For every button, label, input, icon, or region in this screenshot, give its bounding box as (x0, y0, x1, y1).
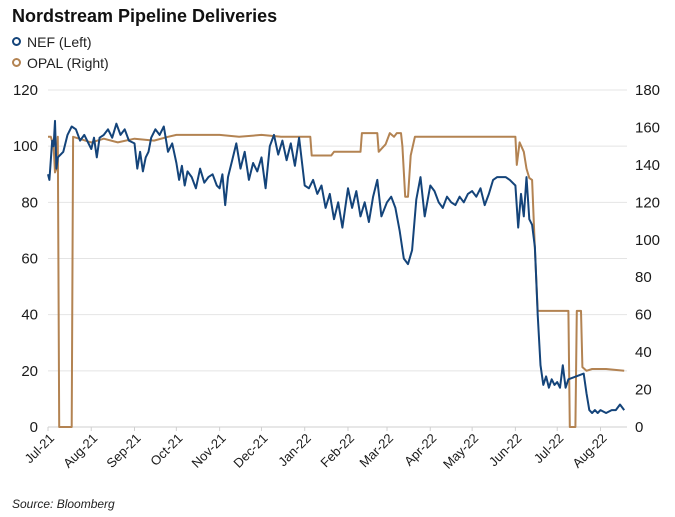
y-left-tick-label: 80 (21, 194, 38, 211)
series-line-nef (47, 119, 626, 414)
legend-item-opal: OPAL (Right) (12, 52, 109, 73)
series-line-opal (48, 132, 625, 428)
x-tick-label: Dec-21 (230, 431, 270, 471)
x-tick-label: Nov-21 (188, 431, 228, 471)
y-right-tick-label: 180 (635, 82, 660, 99)
x-tick-label: Oct-21 (147, 431, 185, 469)
y-right-tick-label: 100 (635, 232, 660, 249)
y-right-tick-label: 60 (635, 307, 652, 324)
y-right-tick-label: 160 (635, 119, 660, 136)
y-left-tick-label: 20 (21, 363, 38, 380)
y-right-tick-label: 120 (635, 194, 660, 211)
x-tick-label: Jan-22 (275, 431, 314, 470)
x-tick-label: Jul-22 (531, 431, 567, 467)
legend-marker-nef-icon (12, 37, 21, 46)
x-tick-label: May-22 (440, 431, 481, 472)
legend: NEF (Left) OPAL (Right) (12, 31, 109, 73)
legend-marker-opal-icon (12, 58, 21, 67)
legend-label-opal: OPAL (Right) (27, 54, 109, 71)
x-tick-label: Feb-22 (317, 431, 357, 471)
y-right-tick-label: 140 (635, 157, 660, 174)
legend-item-nef: NEF (Left) (12, 31, 109, 52)
y-left-tick-label: 100 (13, 138, 38, 155)
y-left-tick-label: 120 (13, 82, 38, 99)
x-tick-label: Mar-22 (356, 431, 396, 471)
source-note: Source: Bloomberg (12, 497, 115, 511)
y-left-tick-label: 60 (21, 251, 38, 268)
y-left-tick-label: 0 (30, 419, 38, 436)
x-tick-label: Apr-22 (401, 431, 439, 469)
y-right-tick-label: 40 (635, 344, 652, 361)
x-tick-label: Jun-22 (486, 431, 525, 470)
x-tick-label: Sep-21 (103, 431, 143, 471)
x-tick-label: Jul-21 (21, 431, 57, 467)
x-tick-label: Aug-21 (60, 431, 100, 471)
y-right-tick-label: 20 (635, 382, 652, 399)
legend-label-nef: NEF (Left) (27, 33, 92, 50)
y-left-tick-label: 40 (21, 307, 38, 324)
y-right-tick-label: 0 (635, 419, 643, 436)
x-tick-label: Aug-22 (569, 431, 609, 471)
chart-title: Nordstream Pipeline Deliveries (12, 6, 278, 26)
y-right-tick-label: 80 (635, 269, 652, 286)
